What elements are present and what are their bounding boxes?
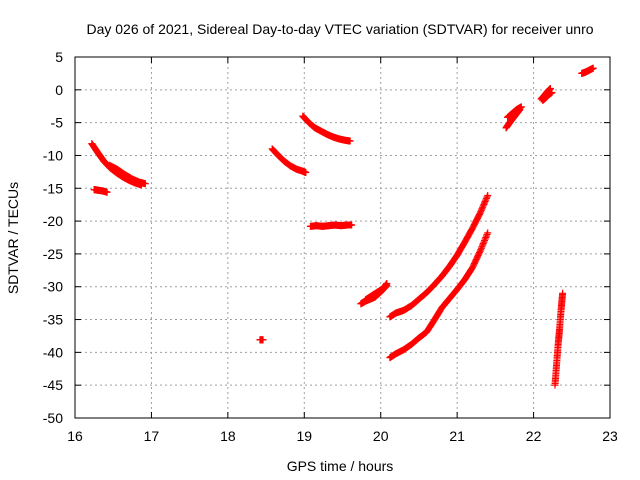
data-point bbox=[346, 137, 354, 145]
data-point bbox=[483, 230, 491, 238]
data-point bbox=[476, 209, 484, 217]
x-tick-label: 20 bbox=[373, 428, 389, 444]
data-points bbox=[88, 64, 597, 389]
data-point bbox=[476, 247, 484, 255]
y-tick-label: -25 bbox=[43, 246, 63, 262]
data-point bbox=[481, 235, 489, 243]
y-axis-label: SDTVAR / TECUs bbox=[5, 182, 21, 294]
data-point bbox=[589, 64, 597, 72]
x-tick-label: 17 bbox=[144, 428, 160, 444]
x-tick-label: 22 bbox=[526, 428, 542, 444]
x-tick-label: 19 bbox=[296, 428, 312, 444]
data-point bbox=[479, 241, 487, 249]
data-point bbox=[484, 229, 492, 237]
data-point bbox=[482, 234, 490, 241]
data-point bbox=[484, 191, 492, 199]
data-point bbox=[482, 232, 490, 240]
y-tick-label: 5 bbox=[55, 49, 63, 65]
data-point bbox=[478, 205, 486, 213]
data-point bbox=[479, 203, 487, 211]
y-tick-label: -10 bbox=[43, 147, 63, 163]
data-point bbox=[482, 194, 490, 202]
x-tick-label: 21 bbox=[449, 428, 465, 444]
y-tick-label: -30 bbox=[43, 279, 63, 295]
y-tick-label: -35 bbox=[43, 312, 63, 328]
y-tick-label: -5 bbox=[51, 115, 64, 131]
data-point bbox=[480, 200, 488, 208]
data-point bbox=[302, 169, 310, 177]
data-point bbox=[481, 237, 489, 245]
data-point bbox=[477, 246, 485, 254]
data-point bbox=[478, 243, 486, 251]
data-point bbox=[259, 336, 267, 344]
data-point bbox=[483, 193, 491, 201]
data-point bbox=[477, 244, 485, 252]
x-axis-label: GPS time / hours bbox=[287, 458, 394, 474]
data-point bbox=[517, 103, 525, 111]
data-point bbox=[548, 88, 556, 96]
data-point bbox=[479, 240, 487, 248]
y-tick-label: -15 bbox=[43, 180, 63, 196]
data-point bbox=[482, 196, 490, 204]
data-point bbox=[103, 188, 111, 196]
data-point bbox=[559, 289, 567, 297]
chart-title: Day 026 of 2021, Sidereal Day-to-day VTE… bbox=[86, 21, 593, 37]
x-tick-label: 16 bbox=[67, 428, 83, 444]
data-point bbox=[477, 206, 485, 214]
data-point bbox=[481, 197, 489, 205]
data-point bbox=[479, 202, 487, 210]
plot-border bbox=[74, 56, 611, 419]
y-tick-label: -20 bbox=[43, 213, 63, 229]
data-point bbox=[141, 180, 149, 188]
y-tick-label: 0 bbox=[55, 82, 63, 98]
data-point bbox=[348, 221, 356, 229]
data-point bbox=[383, 279, 391, 287]
data-point bbox=[481, 199, 489, 207]
x-tick-label: 18 bbox=[220, 428, 236, 444]
x-tick-label: 23 bbox=[602, 428, 618, 444]
y-tick-label: -45 bbox=[43, 377, 63, 393]
data-point bbox=[480, 238, 488, 246]
data-point bbox=[477, 208, 485, 216]
y-tick-label: -40 bbox=[43, 344, 63, 360]
tick-labels: 16 17 18 19 20 21 22 23 5 0 -5 -10 -15 -20 -25 -30 -35 -4… bbox=[43, 49, 618, 444]
y-tick-label: -50 bbox=[43, 410, 63, 426]
